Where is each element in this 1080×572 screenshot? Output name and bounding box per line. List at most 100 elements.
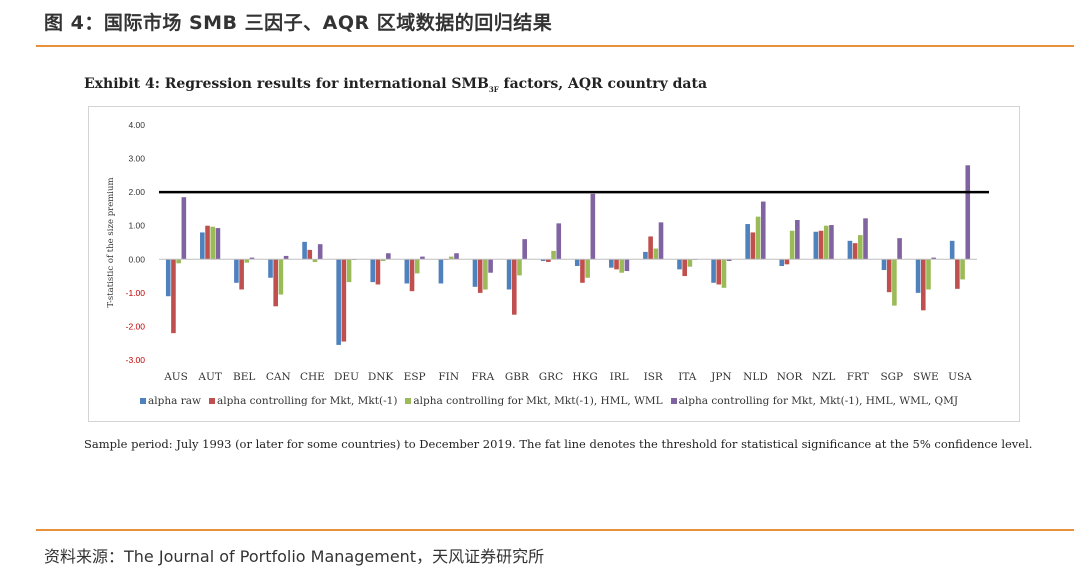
x-tick-label: NOR — [777, 371, 804, 383]
bar-bel-series-1 — [234, 259, 239, 283]
bar-irl-series-3 — [619, 259, 625, 273]
x-tick-label: FRA — [471, 371, 494, 383]
bar-irl-series-4 — [624, 259, 630, 272]
bar-hkg-series-4 — [590, 193, 596, 260]
bar-usa-series-3 — [960, 259, 965, 280]
bar-nld-series-4 — [760, 201, 766, 260]
bar-aus-series-3 — [176, 259, 181, 264]
bar-aut-series-2 — [205, 225, 210, 260]
bar-fin-series-1 — [438, 259, 444, 284]
bar-ita-series-1 — [677, 259, 682, 270]
y-tick-label: 4.00 — [128, 120, 145, 130]
bar-deu-series-2 — [341, 259, 347, 342]
bar-nor-series-1 — [779, 259, 785, 266]
bar-isr-series-4 — [658, 222, 664, 260]
bar-dnk-series-3 — [380, 259, 386, 261]
bar-hkg-series-2 — [580, 259, 585, 283]
bar-irl-series-1 — [609, 259, 614, 268]
bar-swe-series-3 — [926, 259, 931, 290]
bar-sgp-series-3 — [892, 259, 897, 306]
bar-bel-series-2 — [239, 259, 244, 290]
legend-swatch — [405, 398, 412, 404]
x-tick-label: NZL — [812, 371, 835, 383]
bar-irl-series-2 — [614, 259, 619, 270]
bar-dnk-series-4 — [386, 253, 391, 260]
x-tick-label: CAN — [266, 371, 291, 383]
bar-ita-series-2 — [682, 259, 687, 277]
legend-swatch — [208, 398, 215, 404]
exhibit-title-tail: factors, AQR country data — [498, 76, 708, 92]
bar-fra-series-2 — [477, 259, 483, 293]
sample-period-note: Sample period: July 1993 (or later for s… — [84, 437, 1033, 451]
bar-jpn-series-1 — [711, 259, 716, 283]
y-tick-label: 3.00 — [128, 154, 145, 164]
bar-gbr-series-2 — [511, 259, 517, 315]
source-line: 资料来源：The Journal of Portfolio Management… — [44, 547, 545, 566]
bar-bel-series-4 — [249, 257, 255, 260]
x-tick-label: SGP — [880, 371, 903, 383]
bar-hkg-series-1 — [574, 259, 580, 266]
x-tick-label: CHE — [300, 371, 325, 383]
legend-swatch — [670, 398, 677, 404]
y-tick-label: 1.00 — [128, 221, 145, 231]
legend-item-series-1: alpha raw — [140, 395, 201, 407]
bar-grc-series-4 — [556, 223, 562, 260]
bar-esp-series-3 — [414, 259, 420, 274]
bar-nzl-series-3 — [823, 225, 829, 260]
bar-can-series-3 — [278, 259, 284, 295]
bar-frt-series-4 — [863, 218, 868, 260]
bar-aut-series-4 — [215, 228, 221, 260]
bar-nld-series-1 — [745, 224, 750, 260]
bar-grc-series-1 — [540, 259, 546, 261]
bar-esp-series-4 — [420, 256, 425, 260]
bar-aus-series-2 — [171, 259, 176, 334]
bar-frt-series-2 — [852, 243, 858, 260]
y-axis-label: T-statistic of the size premium — [106, 177, 116, 307]
y-tick-label: 0.00 — [128, 254, 145, 264]
x-tick-label: GBR — [505, 371, 530, 383]
bar-grc-series-3 — [551, 250, 556, 260]
bar-esp-series-1 — [404, 259, 410, 284]
bar-swe-series-2 — [920, 259, 926, 311]
legend-swatch — [140, 398, 146, 404]
bar-can-series-2 — [273, 259, 278, 307]
bar-isr-series-3 — [653, 248, 659, 260]
x-tick-label: HKG — [572, 371, 597, 383]
bar-gbr-series-1 — [506, 259, 512, 290]
bar-swe-series-1 — [915, 259, 921, 293]
bar-fra-series-4 — [488, 259, 493, 273]
bar-nld-series-3 — [755, 216, 761, 260]
bar-hkg-series-3 — [585, 259, 590, 278]
bar-gbr-series-3 — [517, 259, 522, 276]
bar-nzl-series-1 — [813, 231, 819, 260]
bar-che-series-3 — [312, 259, 318, 262]
bar-nld-series-2 — [750, 232, 756, 260]
y-tick-label: -2.00 — [126, 321, 146, 331]
bar-fra-series-3 — [483, 259, 488, 290]
bar-nor-series-3 — [789, 230, 795, 260]
bar-swe-series-4 — [931, 257, 936, 260]
bar-aus-series-4 — [181, 197, 187, 260]
legend-label: alpha raw — [148, 395, 201, 407]
bar-frt-series-3 — [858, 235, 863, 260]
x-tick-label: FIN — [438, 371, 459, 383]
exhibit-title-main: Exhibit 4: Regression results for intern… — [84, 76, 489, 92]
bar-bel-series-3 — [244, 259, 250, 263]
bar-dnk-series-2 — [375, 259, 381, 285]
bar-usa-series-4 — [965, 165, 971, 260]
bar-nzl-series-2 — [818, 230, 824, 260]
x-tick-label: ITA — [678, 371, 697, 383]
legend-label: alpha controlling for Mkt, Mkt(-1), HML,… — [678, 395, 959, 407]
bar-usa-series-1 — [949, 240, 955, 260]
bar-fin-series-3 — [449, 256, 454, 260]
bar-jpn-series-3 — [721, 259, 727, 288]
x-tick-label: BEL — [233, 371, 255, 383]
bar-ita-series-3 — [687, 259, 693, 267]
bar-gbr-series-4 — [522, 239, 527, 260]
bar-sgp-series-2 — [886, 259, 892, 293]
bar-esp-series-2 — [409, 259, 415, 292]
x-tick-label: USA — [948, 371, 972, 383]
x-tick-label: DEU — [334, 371, 359, 383]
header-divider — [36, 45, 1074, 47]
x-tick-label: GRC — [539, 371, 563, 383]
